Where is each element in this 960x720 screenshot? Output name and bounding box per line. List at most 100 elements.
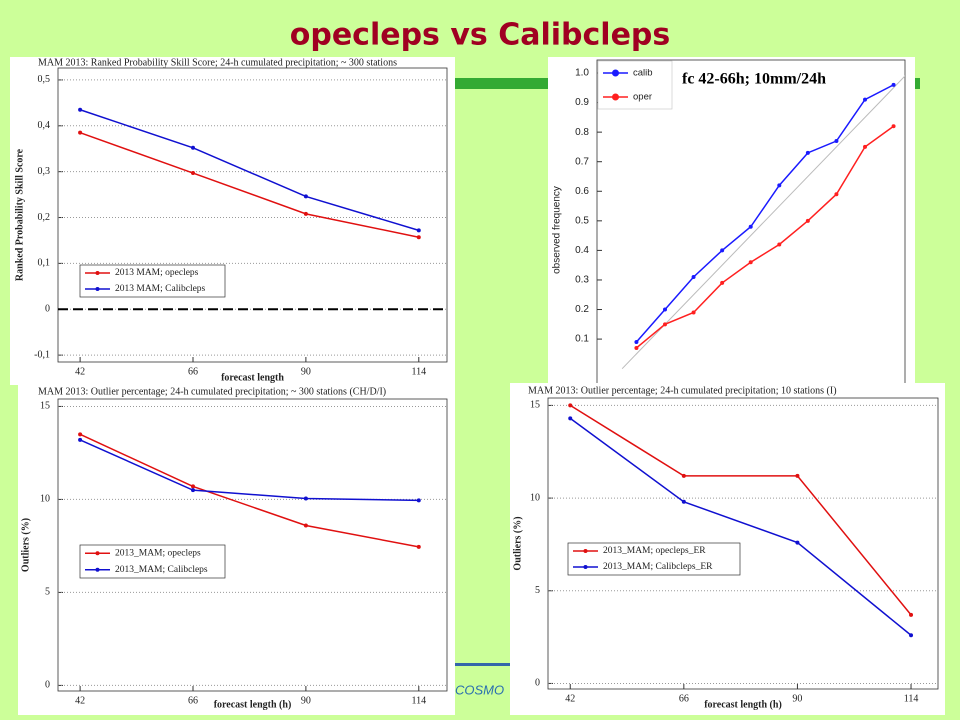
x-axis-label: forecast length <box>221 372 284 383</box>
data-point <box>568 403 573 408</box>
chart-title: MAM 2013: Outlier percentage; 24-h cumul… <box>528 385 837 396</box>
legend-label: 2013_MAM; Calibcleps_ER <box>603 562 713 572</box>
y-tick-label: 15 <box>40 401 50 412</box>
legend-marker <box>583 549 588 553</box>
plot-frame <box>57 398 448 692</box>
data-point <box>78 437 83 442</box>
legend-box <box>79 544 226 579</box>
chart-title: MAM 2013: Outlier percentage; 24-h cumul… <box>38 386 386 397</box>
data-point <box>681 499 686 504</box>
data-point <box>416 498 421 503</box>
data-point <box>190 484 195 489</box>
diagonal <box>621 75 905 370</box>
legend-box <box>567 542 741 576</box>
series-line <box>569 417 912 636</box>
series-line <box>79 439 419 502</box>
series-line <box>79 131 419 238</box>
series-line <box>79 433 419 548</box>
y-tick-label: 0.5 <box>575 215 589 226</box>
data-point <box>78 130 83 135</box>
x-axis-label: forecast length (h) <box>214 699 292 710</box>
legend-label: 2013 MAM; Calibcleps <box>115 284 206 294</box>
x-tick-label: 66 <box>679 693 689 704</box>
legend-marker <box>95 287 100 291</box>
data-point <box>720 280 725 285</box>
data-point <box>909 633 914 638</box>
data-point <box>663 307 667 312</box>
legend-marker <box>612 69 619 77</box>
y-tick-label: -0,1 <box>34 349 50 360</box>
x-axis-label: forecast length (h) <box>704 699 782 710</box>
y-tick-label: 0,2 <box>38 212 51 223</box>
chart-title: MAM 2013: Ranked Probability Skill Score… <box>38 57 397 68</box>
footer-text: COSMO <box>455 682 504 697</box>
series-line <box>635 84 894 343</box>
legend-label: 2013 MAM; opecleps <box>115 268 199 278</box>
data-point <box>416 544 421 549</box>
x-tick-label: 66 <box>188 366 198 377</box>
y-tick-label: 0.3 <box>575 275 589 286</box>
y-tick-label: 0.1 <box>575 334 589 345</box>
legend-label: calib <box>633 68 653 79</box>
data-point <box>805 150 810 155</box>
y-tick-label: 0.6 <box>575 186 589 197</box>
annotation: fc 42-66h; 10mm/24h <box>682 71 826 88</box>
data-point <box>190 488 195 493</box>
y-tick-label: 5 <box>535 585 540 596</box>
panel <box>548 57 915 400</box>
x-tick-label: 42 <box>75 366 85 377</box>
legend-marker <box>95 551 100 556</box>
data-point <box>416 235 421 240</box>
data-point <box>795 540 800 545</box>
x-tick-label: 90 <box>792 693 802 704</box>
data-point <box>303 194 308 199</box>
data-point <box>78 432 83 437</box>
x-tick-label: 42 <box>565 693 575 704</box>
data-point <box>805 218 810 223</box>
y-tick-label: 0.4 <box>575 245 589 256</box>
data-point <box>863 97 867 102</box>
x-tick-label: 114 <box>411 366 426 377</box>
chart: 0.1 0.2 0.3 0.4 0.5 0.6 0.7 0.8 0.9 1.0 observed f… <box>548 57 915 401</box>
data-point <box>777 183 782 188</box>
legend-label: 2013_MAM; opecleps_ER <box>603 546 706 556</box>
y-tick-label: 0,3 <box>38 166 51 177</box>
data-point <box>891 82 896 87</box>
y-tick-label: 0,1 <box>38 258 51 269</box>
data-point <box>190 145 195 150</box>
y-tick-label: 0.9 <box>575 97 589 108</box>
data-point <box>190 171 195 176</box>
y-tick-label: 0,5 <box>38 74 51 85</box>
x-tick-label: 66 <box>188 695 198 706</box>
legend-label: 2013_MAM; opecleps <box>115 548 201 558</box>
data-point <box>863 144 867 149</box>
data-point <box>303 211 308 216</box>
data-point <box>303 523 308 528</box>
series-line <box>569 404 912 616</box>
x-tick-label: 90 <box>301 695 311 706</box>
data-point <box>691 310 696 315</box>
x-tick-label: 114 <box>411 695 426 706</box>
data-point <box>416 228 421 233</box>
slide-title: opecleps vs Calibcleps <box>290 18 671 53</box>
x-tick-label: 42 <box>75 695 85 706</box>
y-axis-label: Ranked Probability Skill Score <box>14 148 25 281</box>
plot-frame <box>547 397 939 690</box>
y-tick-label: 0,4 <box>38 120 51 131</box>
legend-marker <box>95 271 100 275</box>
chart: MAM 2013: Outlier percentage; 24-h cumul… <box>18 385 455 715</box>
plot-frame <box>57 67 448 363</box>
chart: MAM 2013: Outlier percentage; 24-h cumul… <box>510 383 945 715</box>
y-tick-label: 0 <box>45 680 50 691</box>
data-point <box>720 248 725 253</box>
series-line <box>79 109 419 232</box>
data-point <box>748 260 753 265</box>
y-tick-label: 5 <box>45 587 50 598</box>
y-tick-label: 0.2 <box>575 304 589 315</box>
data-point <box>748 224 753 229</box>
y-axis-label: observed frequency <box>552 186 563 274</box>
data-point <box>834 139 839 144</box>
y-tick-label: 15 <box>530 400 540 411</box>
data-point <box>691 275 696 280</box>
